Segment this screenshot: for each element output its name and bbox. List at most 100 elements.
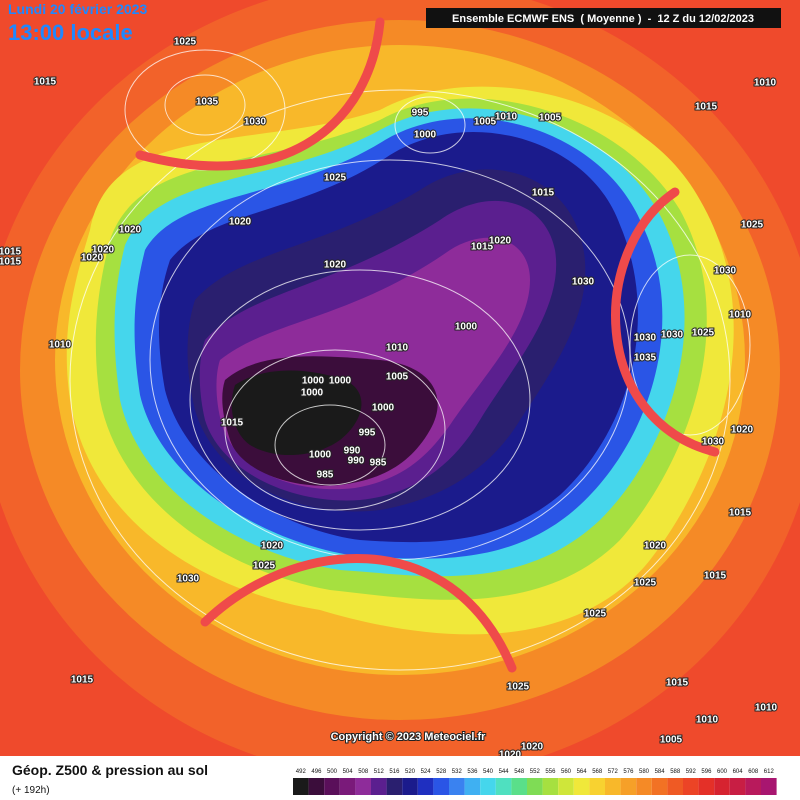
- date-label: Lundi 20 février 2023: [8, 1, 148, 17]
- scale-swatch: [495, 778, 512, 795]
- isobar-label: 1035: [196, 97, 219, 108]
- scale-swatch: [573, 778, 590, 795]
- isobar-label: 990: [344, 446, 361, 457]
- isobar-label: 1020: [324, 260, 347, 271]
- scale-label: 496: [311, 769, 322, 775]
- isobar-label: 1010: [386, 343, 409, 354]
- isobar-label: 1025: [584, 609, 607, 620]
- isobar-label: 1015: [695, 102, 718, 113]
- isobar-label: 1020: [731, 425, 754, 436]
- scale-swatch: [667, 778, 683, 795]
- isobar-label: 995: [412, 108, 429, 119]
- isobar-label: 1020: [521, 742, 544, 753]
- scale-label: 576: [623, 769, 634, 775]
- isobar-label: 1030: [702, 437, 725, 448]
- isobar-label: 1030: [714, 266, 737, 277]
- scale-label: 560: [561, 769, 572, 775]
- isobar-label: 1000: [329, 376, 352, 387]
- scale-swatch: [402, 778, 418, 795]
- scale-label: 592: [686, 769, 697, 775]
- isobar-label: 1025: [692, 328, 715, 339]
- scale-label: 572: [608, 769, 619, 775]
- isobar-label: 1020: [261, 541, 284, 552]
- isobar-label: 1025: [634, 578, 657, 589]
- scale-swatch: [324, 778, 340, 795]
- scale-swatch: [293, 778, 309, 795]
- scale-swatch: [698, 778, 715, 795]
- isobar-label: 1015: [704, 571, 727, 582]
- isobar-label: 1015: [666, 678, 689, 689]
- isobar-label: 1000: [301, 388, 324, 399]
- scale-label: 500: [327, 769, 338, 775]
- scale-swatch: [355, 778, 371, 795]
- isobar-label: 1005: [660, 735, 683, 746]
- scale-swatch: [558, 778, 574, 795]
- scale-swatch: [714, 778, 730, 795]
- isobar-label: 1000: [455, 322, 478, 333]
- scale-swatch: [620, 778, 637, 795]
- isobar-label: 1005: [539, 113, 562, 124]
- isobar-label: 1010: [696, 715, 719, 726]
- scale-label: 508: [358, 769, 369, 775]
- isobars: [69, 49, 751, 671]
- copyright: Copyright © 2023 Meteociel.fr: [331, 731, 487, 743]
- isobar-label: 1025: [253, 561, 276, 572]
- isobar-label: 1000: [414, 130, 437, 141]
- isobar-label: 985: [317, 470, 334, 481]
- scale-label: 520: [405, 769, 416, 775]
- isobar-label: 1010: [755, 703, 778, 714]
- run-banner: [426, 8, 781, 28]
- scale-label: 608: [748, 769, 759, 775]
- scale-swatch: [589, 778, 605, 795]
- scale-label: 580: [639, 769, 650, 775]
- scale-label: 524: [421, 769, 432, 775]
- scale-label: 604: [733, 769, 744, 775]
- scale-swatch: [433, 778, 449, 795]
- time-label: 13:00 locale: [8, 20, 133, 45]
- isobar-label: 1015: [471, 242, 494, 253]
- isobar-label: 1010: [49, 340, 72, 351]
- isobar-label: 1030: [661, 330, 684, 341]
- scale-label: 588: [670, 769, 681, 775]
- isobar-label: 1015: [0, 257, 22, 268]
- isobar-label: 1020: [92, 245, 115, 256]
- isobar-label: 1020: [644, 541, 667, 552]
- scale-swatch: [527, 778, 543, 795]
- scale-label: 540: [483, 769, 494, 775]
- scale-label: 512: [374, 769, 385, 775]
- isobar-label: 1000: [309, 450, 332, 461]
- footer-title: Géop. Z500 & pression au sol: [12, 762, 208, 778]
- scale-label: 504: [343, 769, 354, 775]
- scale-swatch: [729, 778, 746, 795]
- scale-label: 492: [296, 769, 307, 775]
- isobar-label: 1020: [489, 236, 512, 247]
- scale-swatch: [371, 778, 387, 795]
- scale-label: 548: [514, 769, 525, 775]
- isobar-label: 1025: [507, 682, 530, 693]
- isobar-label: 1030: [634, 333, 657, 344]
- scale-swatch: [745, 778, 761, 795]
- isobar-label: 1010: [729, 310, 752, 321]
- scale-swatch: [511, 778, 527, 795]
- isobar-label: 1000: [372, 403, 395, 414]
- scale-label: 568: [592, 769, 603, 775]
- scale-label: 544: [499, 769, 510, 775]
- scale-swatch: [339, 778, 356, 795]
- isobar-label: 1000: [302, 376, 325, 387]
- isobar-label: 1010: [495, 112, 518, 123]
- trough-ridge-axes: [135, 17, 720, 673]
- isobar-label: 1015: [532, 188, 555, 199]
- scale-label: 600: [717, 769, 728, 775]
- scale-label: 528: [436, 769, 447, 775]
- scale-swatch: [636, 778, 652, 795]
- color-scale: 492 496 500 504 508 512 516 520 524 528 532 536 540 5…: [293, 769, 777, 795]
- isobar-label: 1030: [177, 574, 200, 585]
- scale-swatch: [480, 778, 496, 795]
- isobar-label: 1035: [634, 353, 657, 364]
- footer-lead: (+ 192h): [12, 785, 50, 796]
- isobar-label: 1015: [34, 77, 57, 88]
- scale-swatch: [386, 778, 403, 795]
- isobar-label: 1025: [324, 173, 347, 184]
